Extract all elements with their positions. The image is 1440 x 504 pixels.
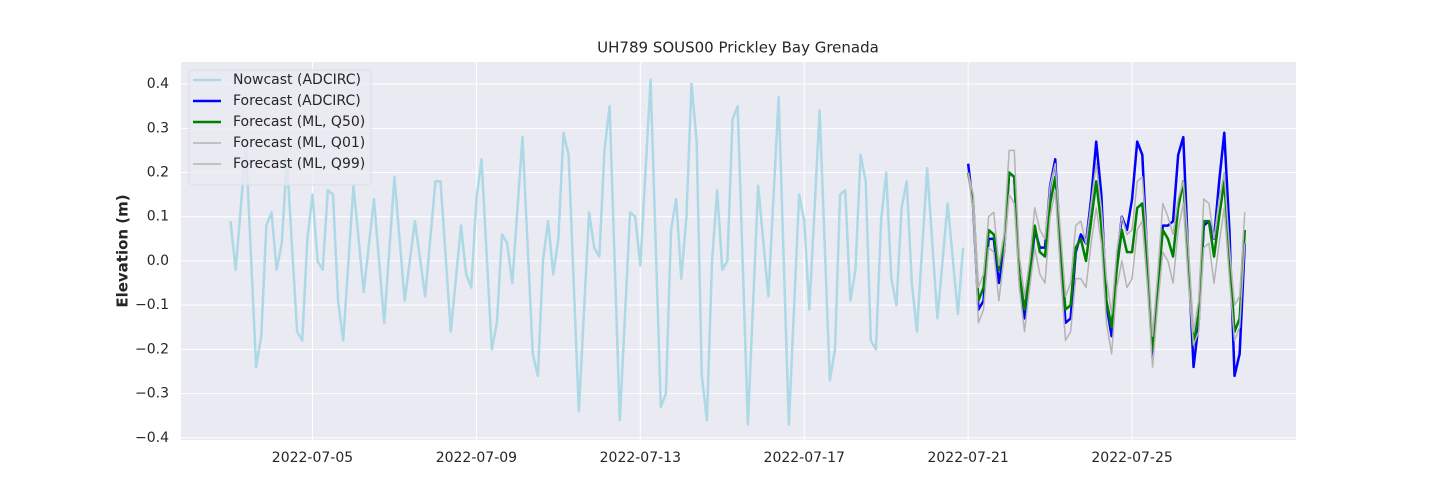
x-tick-label: 2022-07-09 [436, 450, 517, 466]
x-tick-label: 2022-07-25 [1091, 450, 1172, 466]
y-tick-label: −0.2 [135, 341, 169, 357]
y-tick-label: 0.1 [147, 209, 169, 225]
series-line [966, 171, 1247, 351]
series-line [229, 78, 965, 426]
series-lines [229, 78, 1247, 426]
legend-label: Forecast (ML, Q50) [233, 114, 365, 130]
legend-label: Forecast (ML, Q01) [233, 135, 365, 151]
x-tick-label: 2022-07-13 [600, 450, 681, 466]
series-line [967, 149, 1246, 337]
y-tick-label: 0.2 [147, 165, 169, 181]
legend-label: Forecast (ADCIRC) [233, 93, 361, 109]
y-tick-label: 0.4 [147, 76, 169, 92]
legend-label: Forecast (ML, Q99) [233, 156, 365, 172]
x-tick-label: 2022-07-21 [927, 450, 1008, 466]
y-tick-label: 0.3 [147, 120, 169, 136]
y-axis-label: Elevation (m) [114, 194, 132, 307]
y-tick-label: −0.4 [135, 430, 169, 446]
chart-title: UH789 SOUS00 Prickley Bay Grenada [597, 39, 879, 57]
y-tick-label: −0.3 [135, 386, 169, 402]
x-tick-label: 2022-07-17 [764, 450, 845, 466]
y-tick-label: −0.1 [135, 297, 169, 313]
legend-label: Nowcast (ADCIRC) [233, 72, 361, 88]
series-line [967, 172, 1246, 368]
y-tick-label: 0.0 [147, 253, 169, 269]
legend: Nowcast (ADCIRC) Forecast (ADCIRC) Forecas… [188, 69, 372, 186]
x-tick-label: 2022-07-05 [272, 450, 353, 466]
legend-box [188, 69, 372, 186]
